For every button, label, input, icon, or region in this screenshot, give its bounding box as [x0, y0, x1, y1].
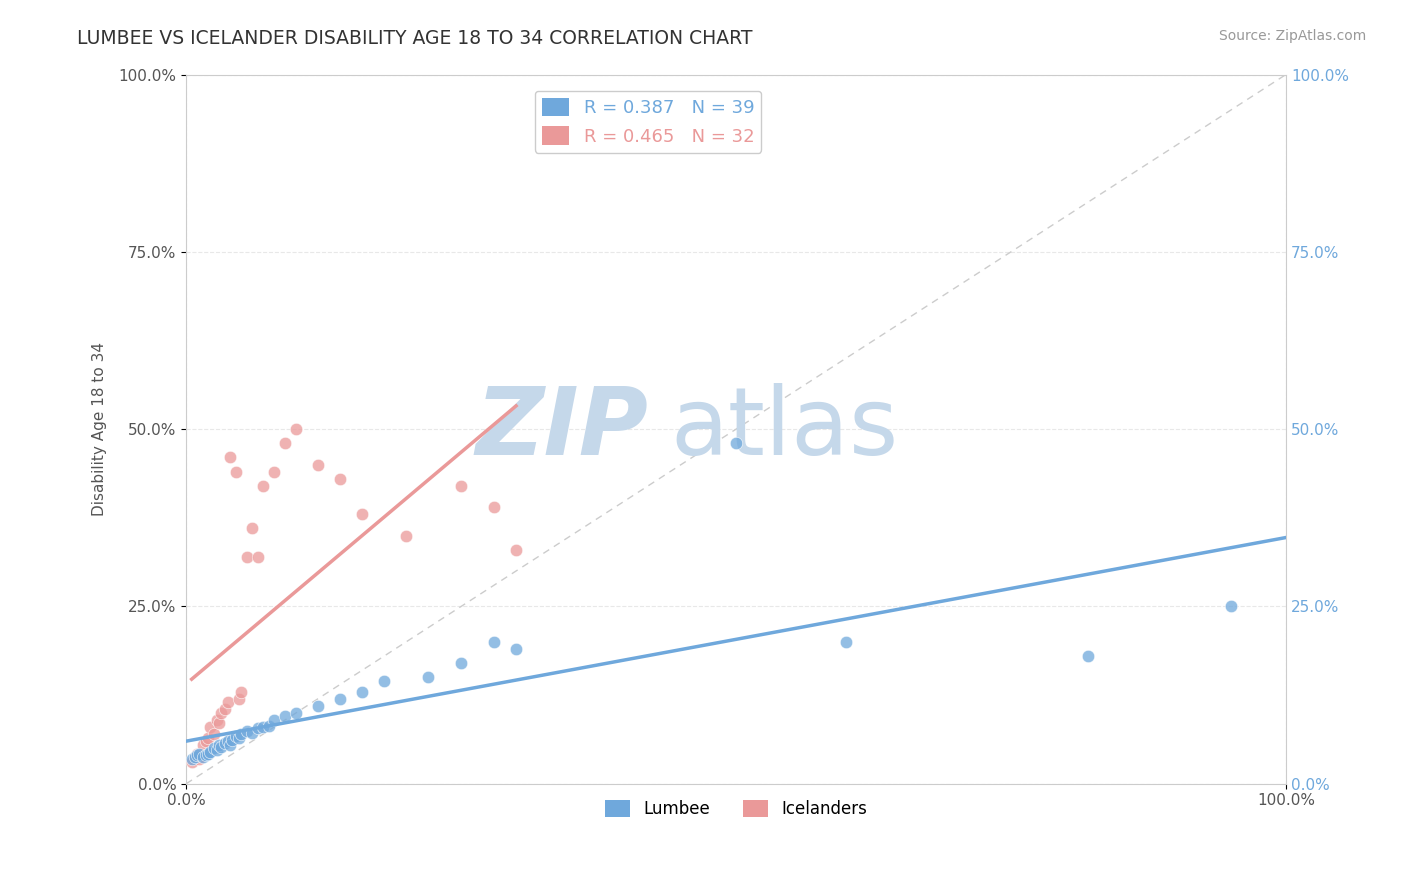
Point — [194, 734, 217, 748]
Point — [482, 635, 505, 649]
Point — [231, 684, 253, 698]
Text: atlas: atlas — [671, 384, 898, 475]
Point — [352, 684, 374, 698]
Point — [505, 542, 527, 557]
Point — [307, 698, 329, 713]
Point — [274, 436, 297, 450]
Point — [246, 722, 269, 736]
Point — [217, 695, 239, 709]
Point — [352, 507, 374, 521]
Point — [231, 727, 253, 741]
Point — [225, 465, 247, 479]
Point — [197, 731, 219, 745]
Text: LUMBEE VS ICELANDER DISABILITY AGE 18 TO 34 CORRELATION CHART: LUMBEE VS ICELANDER DISABILITY AGE 18 TO… — [77, 29, 752, 47]
Point — [208, 716, 231, 731]
Point — [209, 706, 232, 720]
Point — [240, 725, 263, 739]
Point — [219, 450, 242, 465]
Point — [263, 465, 285, 479]
Point — [725, 436, 748, 450]
Point — [180, 752, 202, 766]
Point — [395, 528, 418, 542]
Point — [482, 500, 505, 515]
Point — [188, 747, 211, 761]
Point — [202, 741, 225, 756]
Legend: Lumbee, Icelanders: Lumbee, Icelanders — [598, 794, 875, 825]
Point — [228, 691, 250, 706]
Point — [184, 749, 207, 764]
Text: Source: ZipAtlas.com: Source: ZipAtlas.com — [1219, 29, 1367, 43]
Point — [373, 673, 395, 688]
Point — [200, 720, 222, 734]
Point — [307, 458, 329, 472]
Point — [450, 656, 472, 670]
Point — [184, 749, 207, 764]
Point — [1077, 649, 1099, 664]
Point — [188, 752, 211, 766]
Point — [835, 635, 858, 649]
Point — [180, 756, 202, 770]
Point — [252, 479, 274, 493]
Point — [205, 713, 228, 727]
Point — [205, 742, 228, 756]
Y-axis label: Disability Age 18 to 34: Disability Age 18 to 34 — [93, 343, 107, 516]
Point — [221, 732, 243, 747]
Point — [505, 642, 527, 657]
Point — [263, 713, 285, 727]
Point — [194, 748, 217, 763]
Point — [329, 691, 352, 706]
Text: ZIP: ZIP — [475, 384, 648, 475]
Point — [191, 738, 214, 752]
Point — [257, 718, 280, 732]
Point — [235, 549, 257, 564]
Point — [217, 734, 239, 748]
Point — [274, 709, 297, 723]
Point — [285, 706, 308, 720]
Point — [208, 738, 231, 752]
Point — [214, 702, 236, 716]
Point — [202, 727, 225, 741]
Point — [225, 729, 247, 743]
Point — [329, 472, 352, 486]
Point — [200, 745, 222, 759]
Point — [246, 549, 269, 564]
Point — [197, 747, 219, 761]
Point — [186, 747, 208, 761]
Point — [416, 670, 439, 684]
Point — [186, 748, 208, 763]
Point — [235, 723, 257, 738]
Point — [219, 738, 242, 752]
Point — [240, 521, 263, 535]
Point — [228, 731, 250, 745]
Point — [214, 736, 236, 750]
Point — [191, 749, 214, 764]
Point — [285, 422, 308, 436]
Point — [1220, 599, 1243, 614]
Point — [450, 479, 472, 493]
Point — [252, 720, 274, 734]
Point — [209, 739, 232, 754]
